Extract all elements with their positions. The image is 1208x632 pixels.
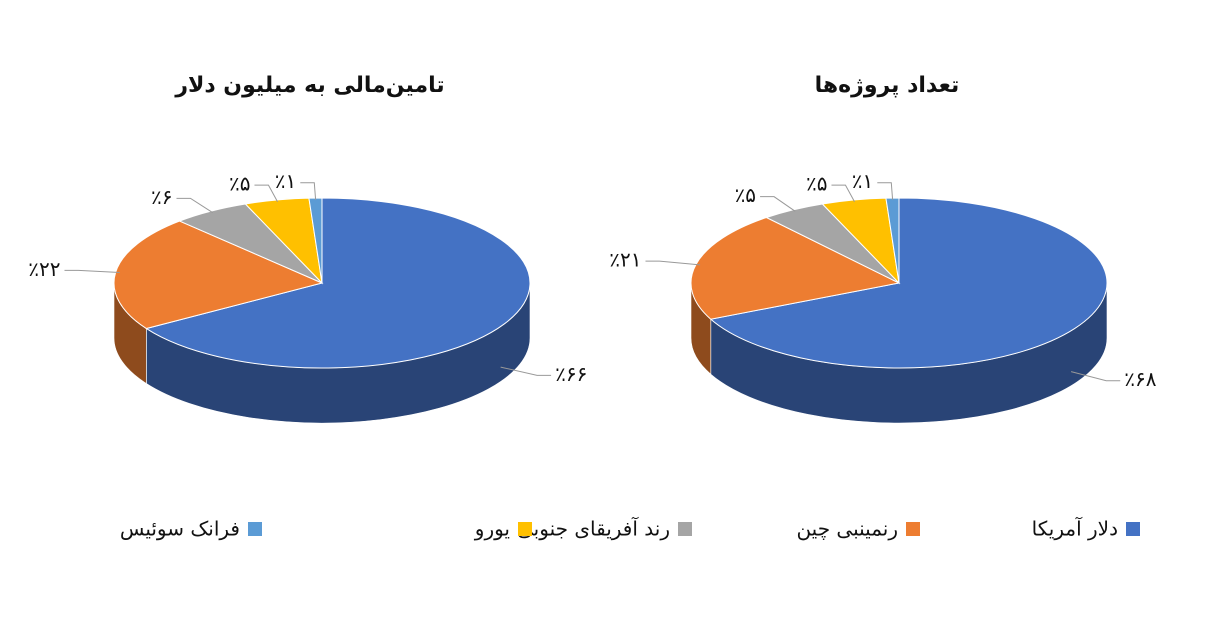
leader-line [877, 182, 894, 200]
value-label: ٪۵ [735, 183, 756, 207]
leader-line [1070, 371, 1121, 382]
value-label: ٪۶۶ [555, 362, 587, 386]
slice [145, 197, 531, 369]
value-label: ٪۲۲ [28, 257, 60, 281]
leader-line [300, 182, 317, 200]
value-label: ٪۶ [151, 185, 172, 209]
leader-line [176, 197, 214, 214]
legend-label: رنمینبی چین [796, 517, 898, 541]
legend-swatch [906, 522, 920, 536]
leader-line [64, 269, 120, 274]
legend-label: دلار آمریکا [1032, 516, 1118, 541]
value-label: ٪۵ [229, 172, 250, 196]
legend-swatch [248, 522, 262, 536]
value-label: ٪۱ [275, 169, 296, 193]
value-label: ٪۱ [852, 169, 873, 193]
value-label: ٪۵ [806, 172, 827, 196]
legend-swatch [1126, 522, 1140, 536]
leader-line [500, 366, 552, 376]
value-label: ٪۲۱ [609, 248, 641, 272]
slice [709, 197, 1108, 369]
legend-label: فرانک سوئیس [120, 517, 240, 541]
leader-line [760, 196, 796, 212]
legend-swatch [518, 522, 532, 536]
leader-line [254, 184, 278, 202]
leader-line [831, 184, 855, 202]
chart-title: تعداد پروژه‌ها [815, 73, 960, 98]
leader-line [645, 260, 701, 266]
value-label: ٪۶۸ [1124, 367, 1156, 391]
chart-title: تامین‌مالی به میلیون دلار [174, 73, 444, 98]
legend-label: یورو [474, 517, 510, 541]
legend-label: رند آفریقای جنوبی [517, 516, 670, 541]
legend-swatch [678, 522, 692, 536]
